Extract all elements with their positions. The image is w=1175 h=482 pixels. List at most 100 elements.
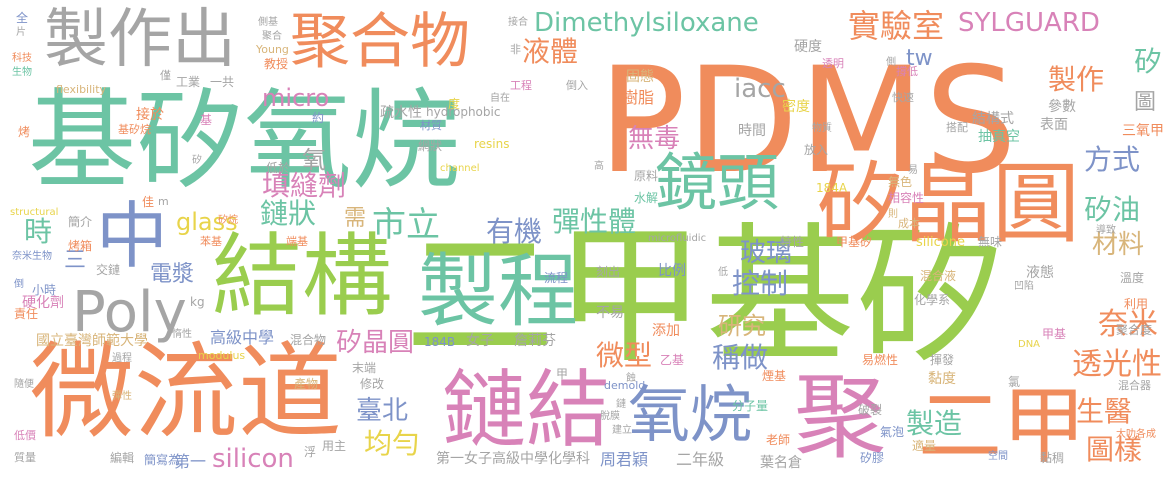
word-moderate: 適量	[912, 439, 937, 453]
word-municipal: 市立	[372, 205, 440, 245]
word-184b: 184B	[424, 335, 456, 349]
word-methyl: 甲基	[1042, 327, 1067, 341]
word-chlorine: 氯	[1008, 375, 1021, 389]
word-teacher: 老師	[766, 433, 791, 447]
word-good: 佳	[142, 195, 155, 209]
word-three: 三	[64, 248, 87, 273]
word-biomedical: 生醫	[1076, 395, 1133, 428]
word-silicone: silicone	[916, 235, 965, 250]
word-establish: 建立	[612, 425, 632, 436]
word-sealant: 填縫劑	[262, 169, 347, 202]
word-transparency: 透光性	[1072, 347, 1162, 382]
word-base: 基	[200, 113, 213, 127]
word-space: 空間	[988, 451, 1008, 462]
word-temperature: 溫度	[1120, 271, 1145, 285]
word-oven: 烤箱	[68, 239, 93, 253]
word-viscosity: 黏度	[928, 371, 956, 387]
word-compatibility: 相容性	[888, 191, 925, 205]
word-hydrocarbyl: 煙基	[762, 369, 787, 383]
word-oxane: 氧烷	[628, 378, 753, 451]
word-method: 方式	[1084, 143, 1141, 176]
word-uniform: 均勻	[364, 427, 421, 460]
word-bond: 接合	[508, 17, 528, 28]
word-polymerize: 聚合	[262, 31, 282, 42]
word-main-use: 用主	[322, 439, 347, 453]
word-rupture: 破裂	[858, 403, 883, 417]
word-fabricated: 製作出	[44, 3, 236, 77]
word-side-group: 側基	[258, 17, 278, 28]
word-low-price: 低價	[14, 429, 36, 442]
word-abbreviated: 簡寫為	[144, 453, 181, 467]
word-female: 女子	[466, 333, 494, 349]
word-lens: 鏡頭	[655, 146, 780, 219]
word-pairing: 搭配	[946, 121, 968, 134]
word-float: 浮	[304, 445, 317, 459]
word-oxygen: 氧	[302, 146, 326, 174]
word-then: 則	[888, 209, 898, 220]
word-terminal: 末端	[352, 361, 377, 375]
word-need: 需	[344, 206, 367, 231]
word-poly-zh: 聚	[794, 364, 887, 471]
word-inert: 惰性	[172, 329, 192, 340]
word-responsibility: 責任	[14, 307, 39, 321]
word-raw: 原料	[634, 169, 659, 183]
word-chain: 鏈狀	[260, 197, 317, 230]
word-dimethyl-silicon: 二甲基矽	[405, 210, 1006, 384]
word-ntnu: 國立臺灣師範大學	[36, 333, 148, 349]
word-dna: DNA	[1018, 339, 1041, 350]
word-bake: 烤	[18, 125, 31, 139]
word-micro: micro	[262, 84, 330, 112]
word-young: Young	[256, 43, 289, 56]
word-free: 自在	[490, 93, 510, 104]
word-structure: 結構	[212, 224, 392, 329]
word-intro: 簡介	[68, 215, 93, 229]
word-glass-zh: 玻璃	[740, 238, 793, 268]
word-silane-small: 矽烷	[218, 215, 238, 226]
word-control: 控制	[732, 267, 789, 300]
word-compound: 混合物	[290, 333, 327, 347]
word-author-yeh: 葉名倉	[760, 455, 802, 471]
word-bubble: 氣泡	[880, 425, 905, 439]
word-mixture: 混合液	[920, 269, 957, 283]
word-trioxymethyl: 三氧甲	[1122, 123, 1164, 139]
word-below: 低於	[266, 161, 291, 175]
word-colorless: 無色	[888, 175, 913, 189]
word-resins: resins	[474, 137, 510, 151]
word-modulus: modulus	[198, 349, 246, 362]
word-engineering: 工程	[510, 79, 532, 92]
word-only: 僅	[160, 69, 171, 82]
word-second-grade: 二年級	[676, 450, 725, 469]
word-silicone-oil: 矽油	[1084, 193, 1141, 226]
word-parameter: 參數	[1048, 99, 1076, 115]
word-fast: 快速	[892, 91, 914, 104]
word-pattern: 圖樣	[1086, 433, 1143, 466]
word-sticky: 黏稠	[1040, 451, 1065, 465]
word-miniature: 微型	[596, 339, 653, 372]
word-glass: glass	[176, 208, 238, 236]
word-middle: 中	[96, 194, 169, 278]
word-time: 時間	[738, 123, 766, 139]
word-pdms: PDMS	[598, 36, 1018, 206]
word-ratio: 比例	[658, 263, 686, 279]
word-elastomer: 彈性體	[552, 205, 637, 238]
word-pour: 倒	[14, 279, 24, 290]
word-taipei: 臺北	[356, 396, 409, 426]
word-dala: 大叻各成	[1116, 429, 1156, 440]
word-carve: 刻出	[596, 265, 621, 279]
word-etch: 蝕	[626, 373, 636, 384]
word-crosslink: 交鏈	[96, 263, 121, 277]
word-dimethyl: 二甲	[918, 377, 1087, 475]
word-density: 密度	[782, 99, 810, 115]
word-hardness: 硬度	[794, 39, 822, 55]
word-184a: 184A	[816, 181, 848, 195]
word-not-easy: 不易	[596, 305, 624, 321]
word-non: 非	[510, 43, 521, 56]
word-hardener: 硬化劑	[22, 295, 64, 311]
word-high: 高	[594, 161, 604, 172]
word-organic: 有機	[486, 215, 543, 248]
word-silicon: silicon	[212, 444, 294, 474]
word-silicon-wafer: 矽晶圓	[816, 152, 1081, 255]
word-nano-bio: 奈米生物	[12, 251, 52, 262]
word-microchannel: 微流道	[30, 331, 343, 453]
word-solid: 固態	[626, 69, 654, 85]
